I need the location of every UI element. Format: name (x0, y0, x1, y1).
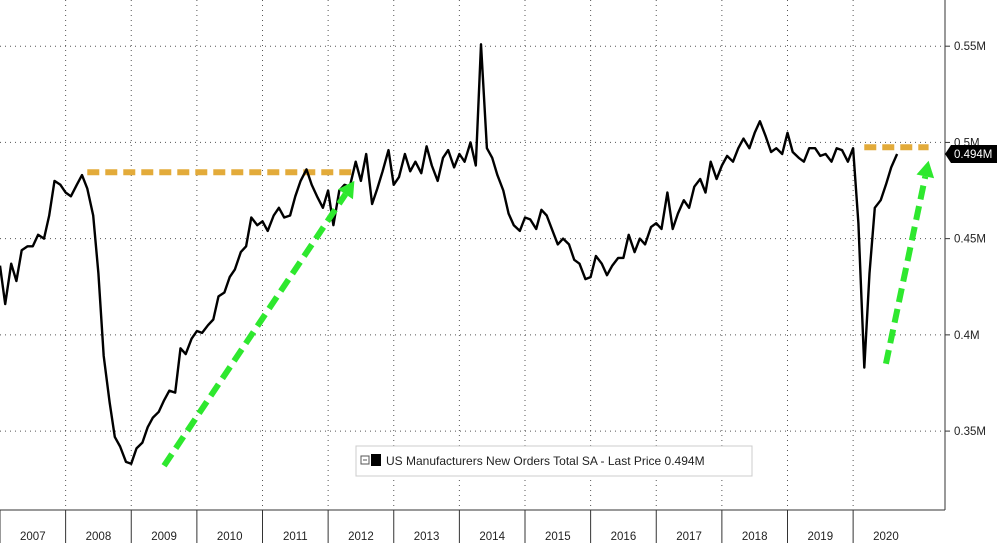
series-group (0, 43, 899, 465)
x-tick-label: 2014 (479, 531, 505, 543)
legend-swatch (371, 454, 381, 466)
x-tick-label: 2007 (20, 531, 46, 543)
last-value-tag-bg (945, 144, 997, 163)
x-tick-label: 2011 (283, 531, 308, 543)
series-line (0, 43, 899, 465)
green-arrow-head (338, 180, 355, 200)
x-tick-label: 2013 (414, 531, 440, 543)
x-tick-label: 2015 (545, 531, 571, 543)
y-tick-label: 0.4M (954, 330, 980, 342)
legend: US Manufacturers New Orders Total SA - L… (355, 445, 753, 477)
y-tick-label: 0.45M (954, 234, 986, 246)
green-arrow-shaft (883, 175, 929, 365)
orange-dashed-lines (87, 144, 929, 176)
x-tick-label: 2016 (611, 531, 637, 543)
last-value-label: 0.494M (954, 149, 992, 161)
grid (0, 0, 945, 510)
green-arrow-head (916, 160, 935, 179)
x-tick-label: 2008 (86, 531, 112, 543)
x-tick-label: 2019 (808, 531, 834, 543)
x-tick-label: 2012 (348, 531, 374, 543)
x-tick-label: 2010 (217, 531, 243, 543)
x-tick-label: 2020 (873, 531, 899, 543)
green-dashed-arrows (161, 160, 935, 468)
legend-label: US Manufacturers New Orders Total SA - L… (386, 454, 705, 468)
y-tick-label: 0.35M (954, 426, 986, 438)
green-arrow-shaft (161, 192, 348, 468)
y-tick-label: 0.55M (954, 41, 986, 53)
x-tick-label: 2017 (676, 531, 702, 543)
last-value-tag: 0.494M (945, 144, 997, 163)
x-tick-label: 2009 (151, 531, 177, 543)
x-tick-label: 2018 (742, 531, 768, 543)
